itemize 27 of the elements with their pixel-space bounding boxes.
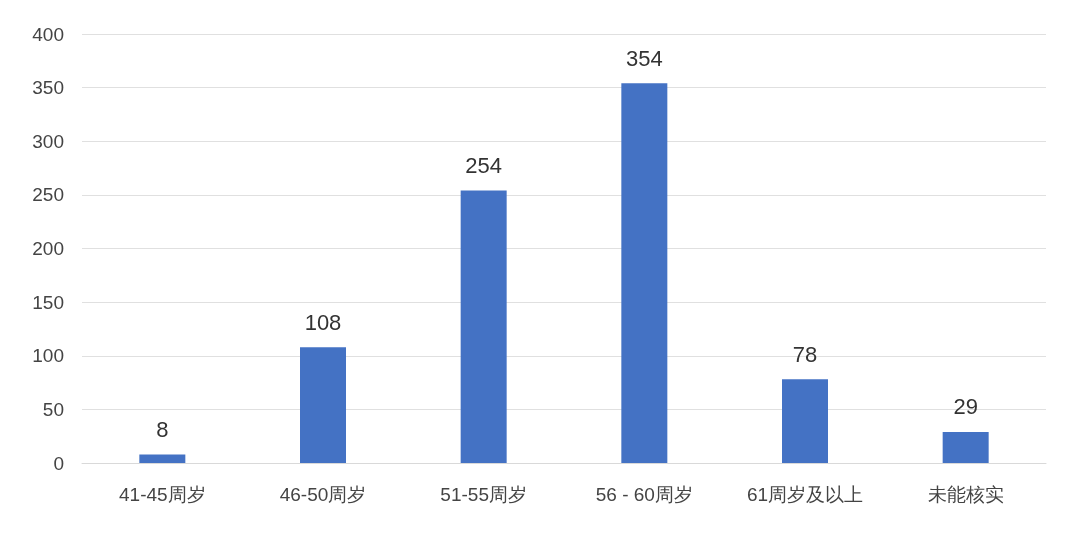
- y-tick-label: 50: [42, 398, 64, 420]
- data-label: 354: [625, 45, 663, 71]
- y-tick-label: 350: [32, 77, 64, 99]
- y-tick-label: 150: [32, 291, 64, 313]
- data-label: 8: [156, 416, 169, 442]
- bar: [621, 83, 668, 463]
- y-tick-label: 200: [32, 238, 64, 259]
- y-tick-label: 300: [32, 130, 64, 152]
- x-tick-label: 51-55周岁: [440, 484, 527, 505]
- y-tick-label: 400: [32, 23, 64, 45]
- bar: [300, 347, 346, 463]
- data-label: 78: [792, 341, 818, 367]
- data-label: 254: [465, 153, 503, 179]
- bar: [942, 431, 989, 463]
- bar: [460, 190, 507, 463]
- y-tick-label: 250: [32, 184, 64, 206]
- x-tick-label: 未能核实: [927, 484, 1004, 505]
- x-tick-label: 61周岁及以上: [746, 484, 864, 505]
- bar: [782, 379, 828, 463]
- x-tick-label: 56 - 60周岁: [595, 484, 693, 505]
- data-label: 108: [304, 309, 342, 335]
- bar: [139, 454, 186, 463]
- x-tick-label: 46-50周岁: [279, 484, 367, 505]
- data-label: 29: [953, 394, 978, 420]
- x-tick-label: 41-45周岁: [119, 484, 206, 505]
- y-tick-label: 100: [32, 345, 64, 367]
- y-tick-label: 0: [53, 452, 64, 474]
